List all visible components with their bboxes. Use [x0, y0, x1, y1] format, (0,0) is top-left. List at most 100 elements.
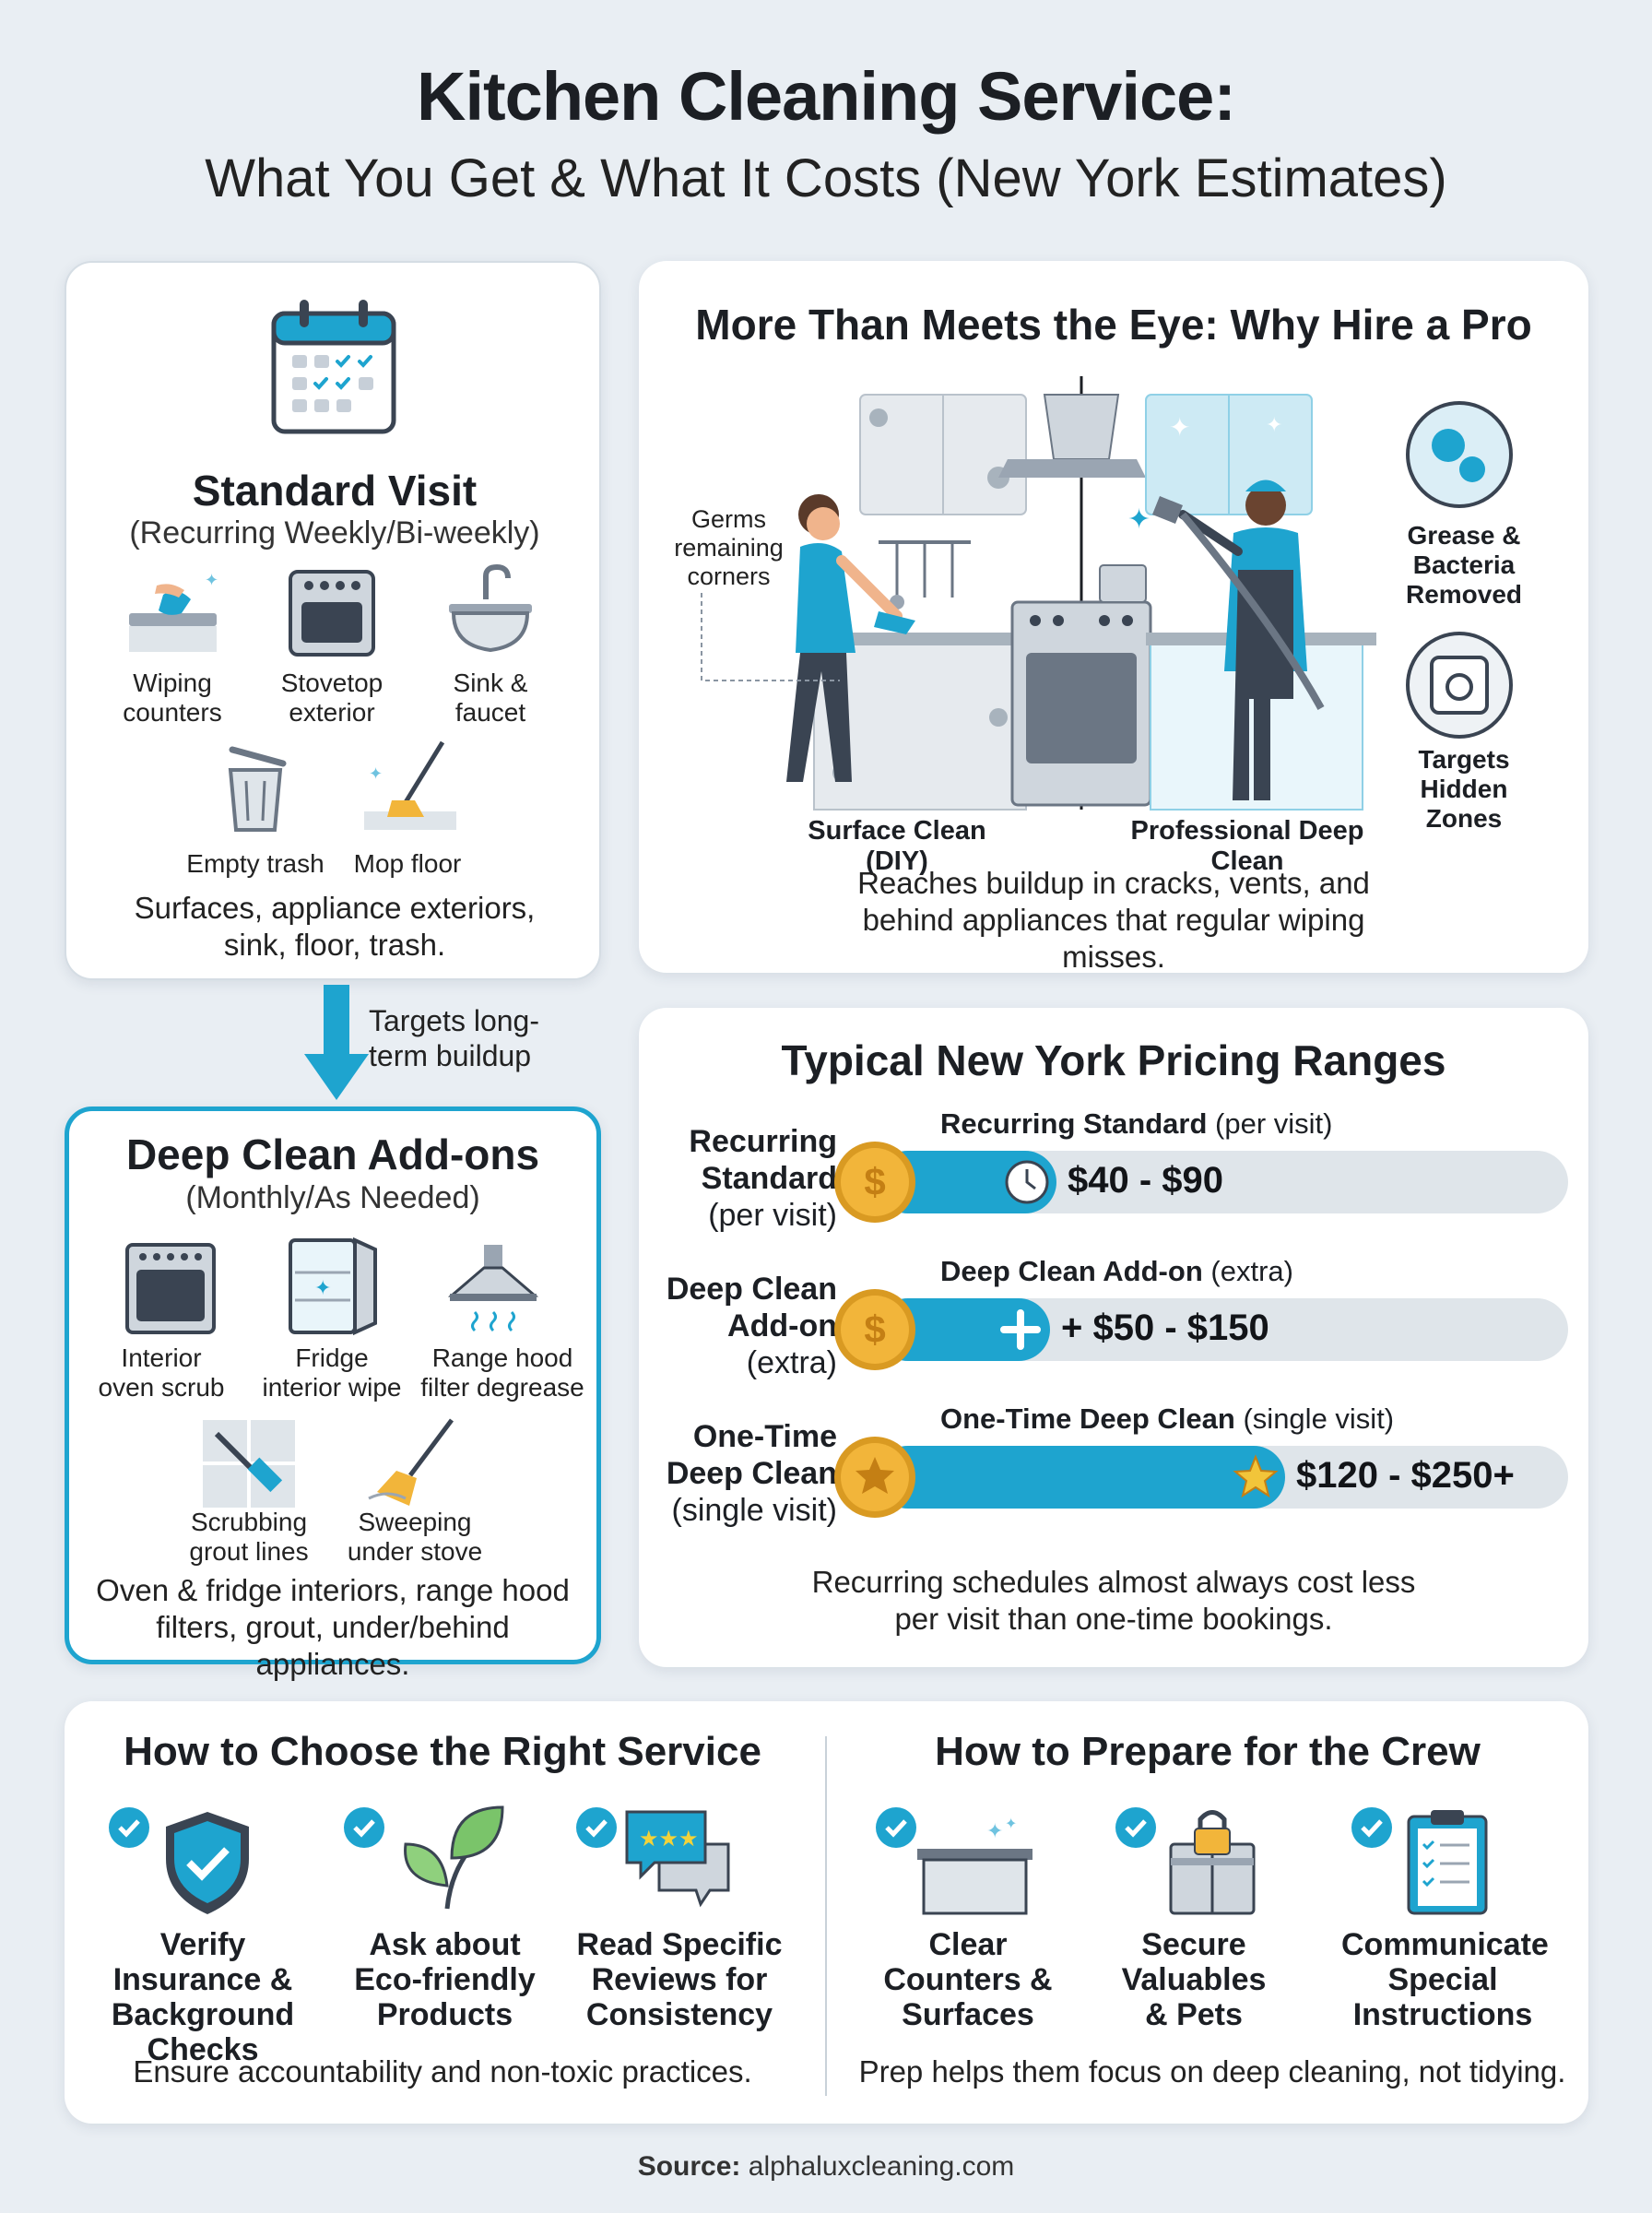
deep-clean-summary: Oven & fridge interiors, range hood filt… [96, 1573, 570, 1681]
sink-icon [449, 563, 532, 653]
pricing-bar-title-main: One-Time Deep Clean [940, 1402, 1235, 1435]
pricing-row-name: Deep Clean Add-on [666, 1272, 837, 1343]
price-bar-fill [877, 1446, 1285, 1509]
deep-item-label: Range hood filter degrease [420, 1343, 584, 1402]
down-arrow-icon [304, 985, 369, 1100]
why-pro-summary: Reaches buildup in cracks, vents, and be… [857, 866, 1370, 974]
pricing-row-left-label: One-Time Deep Clean (single visit) [657, 1418, 837, 1529]
pricing-bar-title-main: Recurring Standard [940, 1107, 1208, 1140]
pricing-bar-title: One-Time Deep Clean (single visit) [940, 1402, 1394, 1436]
pricing-bar-title: Recurring Standard (per visit) [940, 1107, 1332, 1141]
check-icon [344, 1807, 384, 1848]
choose-item-label: Verify Insurance & Background Checks [111, 1927, 295, 2067]
hidden-label: Targets Hidden Zones [1418, 745, 1510, 833]
calendar-icon [271, 300, 396, 434]
pricing-row-name: Recurring Standard [689, 1124, 837, 1196]
check-icon [109, 1807, 149, 1848]
pricing-row-left-label: Recurring Standard (per visit) [657, 1123, 837, 1234]
price-range: $40 - $90 [1068, 1160, 1224, 1201]
standard-item-label: Empty trash [186, 849, 324, 878]
clipboard-icon [1407, 1810, 1488, 1915]
svg-text:✦: ✦ [1127, 504, 1150, 535]
svg-text:✦: ✦ [205, 571, 218, 589]
deep-item-label: Interior oven scrub [98, 1343, 225, 1402]
bottom-card: How to Choose the Right Service How to P… [65, 1701, 1588, 2124]
why-pro-card: More Than Meets the Eye: Why Hire a Pro [639, 261, 1588, 974]
svg-text:✦: ✦ [314, 1276, 331, 1299]
clean-counter-icon: ✦ ✦ [917, 1817, 1032, 1915]
pricing-row-name: One-Time Deep Clean [666, 1419, 837, 1491]
svg-text:$: $ [864, 1160, 885, 1203]
pricing-row-left-label: Deep Clean Add-on (extra) [657, 1271, 837, 1381]
pricing-bar-title-sub: (single visit) [1243, 1402, 1395, 1435]
svg-text:$: $ [864, 1308, 885, 1351]
svg-text:✦: ✦ [1169, 413, 1190, 442]
page-title: Kitchen Cleaning Service: [417, 58, 1236, 135]
dollar-coin-icon: $ [834, 1142, 915, 1223]
bottom-divider [825, 1736, 827, 2096]
check-icon [576, 1807, 617, 1848]
standard-visit-title: Standard Visit [192, 467, 478, 515]
svg-text:✦: ✦ [1266, 413, 1282, 436]
shield-check-icon [166, 1812, 249, 1914]
star-coin-icon [834, 1437, 915, 1518]
standard-visit-summary: Surfaces, appliance exteriors, sink, flo… [134, 891, 536, 962]
review-bubble-icon: ★★★ [625, 1810, 730, 1908]
standard-item-label: Mop floor [353, 849, 462, 878]
choose-title: How to Choose the Right Service [124, 1729, 761, 1774]
grout-brush-icon [203, 1420, 295, 1508]
germs-label: Germs remaining corners [674, 505, 784, 590]
pricing-row-qualifier: (per visit) [708, 1198, 837, 1233]
plus-icon [1000, 1309, 1041, 1350]
choose-item-label: Read Specific Reviews for Consistency [576, 1927, 783, 2032]
pricing-title: Typical New York Pricing Ranges [781, 1036, 1446, 1084]
price-range: $120 - $250+ [1296, 1455, 1515, 1496]
leaf-icon [404, 1805, 504, 1910]
check-icon [876, 1807, 916, 1848]
prepare-item-label: Secure Valuables & Pets [1121, 1927, 1267, 2032]
stovetop-icon [289, 570, 375, 657]
pricing-note: Recurring schedules almost always cost l… [811, 1565, 1416, 1636]
pricing-bar-title: Deep Clean Add-on (extra) [940, 1255, 1293, 1288]
deep-clean-title: Deep Clean Add-ons [125, 1130, 540, 1178]
source-line: Source: alphaluxcleaning.com [0, 2151, 1652, 2183]
choose-item-label: Ask about Eco-friendly Products [354, 1927, 536, 2032]
trash-can-icon [228, 746, 287, 832]
choose-summary: Ensure accountability and non-toxic prac… [133, 2054, 752, 2089]
arrow-note: Targets long-term buildup [369, 1004, 539, 1072]
pro-label: Professional Deep Clean [1130, 816, 1364, 876]
deep-clean-card: Deep Clean Add-ons (Monthly/As Needed) ✦… [65, 1106, 601, 1681]
pricing-bar-title-sub: (per visit) [1215, 1107, 1333, 1140]
svg-text:✦: ✦ [986, 1819, 1003, 1842]
prepare-item-label: Clear Counters & Surfaces [883, 1927, 1053, 2032]
pricing-bar-title-main: Deep Clean Add-on [940, 1255, 1203, 1287]
source-label: Source: [637, 2151, 741, 2182]
deep-item-label: Scrubbing grout lines [189, 1508, 309, 1566]
pricing-card: Typical New York Pricing Ranges Recurrin… [639, 1008, 1588, 1667]
page-subtitle: What You Get & What It Costs (New York E… [205, 148, 1447, 208]
pricing-row-qualifier: (extra) [746, 1345, 837, 1380]
standard-visit-subtitle: (Recurring Weekly/Bi-weekly) [129, 515, 540, 550]
standard-item-label: Wiping counters [123, 669, 222, 727]
mop-icon: ✦ [364, 740, 456, 830]
clock-icon [1005, 1160, 1049, 1204]
oven-icon [125, 1243, 216, 1334]
pricing-row-qualifier: (single visit) [671, 1493, 837, 1528]
standard-visit-card: Standard Visit (Recurring Weekly/Bi-week… [65, 261, 601, 980]
dollar-coin-icon: $ [834, 1289, 915, 1370]
germs-leader [701, 593, 840, 681]
fridge-icon: ✦ [289, 1237, 377, 1336]
bacteria-icon [1406, 401, 1513, 508]
svg-text:★★★: ★★★ [639, 1827, 699, 1852]
broom-icon [368, 1418, 454, 1506]
price-range: + $50 - $150 [1061, 1308, 1269, 1348]
wiping-counters-icon: ✦ [129, 571, 218, 652]
prepare-item-label: Communicate Special Instructions [1341, 1927, 1549, 2032]
diy-label: Surface Clean (DIY) [808, 816, 986, 876]
deep-clean-subtitle: (Monthly/As Needed) [185, 1180, 480, 1215]
svg-text:✦: ✦ [369, 764, 383, 783]
standard-item-label: Stovetop exterior [280, 669, 384, 727]
hidden-zone-icon [1406, 632, 1513, 739]
locked-cabinet-icon [1169, 1810, 1256, 1915]
deep-item-label: Sweeping under stove [347, 1508, 483, 1566]
